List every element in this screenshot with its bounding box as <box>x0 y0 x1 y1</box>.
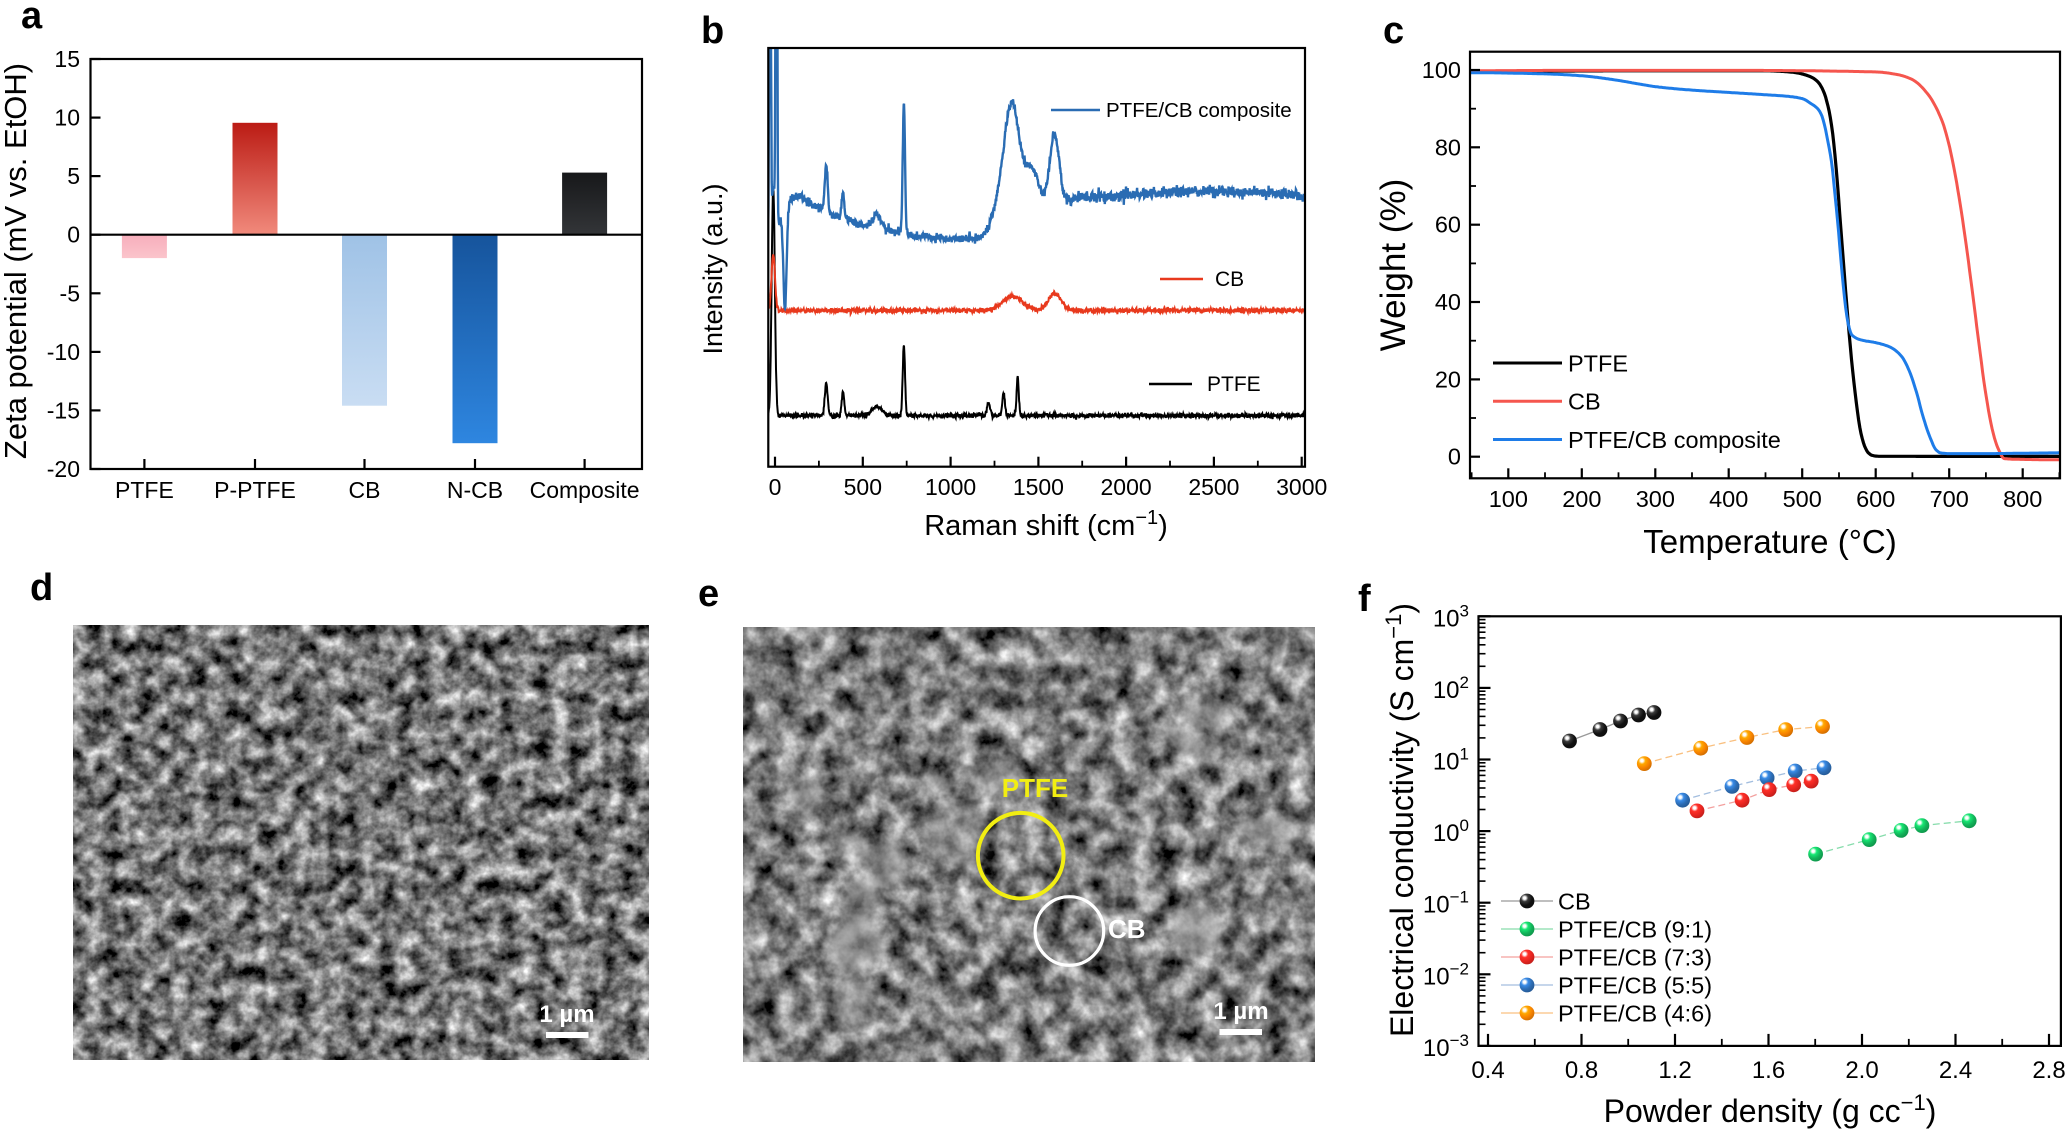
svg-text:500: 500 <box>844 474 882 500</box>
svg-text:700: 700 <box>1930 486 1969 512</box>
svg-text:0: 0 <box>1448 444 1461 470</box>
svg-text:300: 300 <box>1636 486 1675 512</box>
svg-text:1 µm: 1 µm <box>539 1001 594 1028</box>
svg-text:Weight (%): Weight (%) <box>1374 179 1413 351</box>
svg-text:f: f <box>1358 578 1371 620</box>
svg-text:PTFE/CB composite: PTFE/CB composite <box>1106 99 1292 122</box>
svg-text:15: 15 <box>54 46 80 72</box>
svg-text:2.8: 2.8 <box>2032 1057 2065 1084</box>
svg-text:5: 5 <box>67 163 80 189</box>
svg-text:2.0: 2.0 <box>1845 1057 1878 1084</box>
svg-text:10: 10 <box>54 105 80 131</box>
svg-text:Composite: Composite <box>530 477 640 503</box>
svg-text:2000: 2000 <box>1101 474 1152 500</box>
svg-text:PTFE/CB composite: PTFE/CB composite <box>1568 427 1781 453</box>
svg-text:800: 800 <box>2003 486 2042 512</box>
svg-text:c: c <box>1383 10 1404 52</box>
svg-text:-15: -15 <box>47 397 80 423</box>
svg-text:CB: CB <box>1215 268 1244 291</box>
svg-text:1500: 1500 <box>1013 474 1064 500</box>
svg-text:-20: -20 <box>47 456 80 482</box>
svg-text:Powder density (g cc−1): Powder density (g cc−1) <box>1604 1090 1937 1129</box>
svg-text:P-PTFE: P-PTFE <box>214 477 296 503</box>
svg-text:500: 500 <box>1783 486 1822 512</box>
svg-text:40: 40 <box>1435 289 1461 315</box>
svg-text:600: 600 <box>1856 486 1895 512</box>
svg-text:CB: CB <box>1108 914 1146 944</box>
svg-text:CB: CB <box>1558 889 1591 915</box>
svg-text:d: d <box>30 567 53 609</box>
svg-text:1.6: 1.6 <box>1752 1057 1785 1084</box>
svg-text:80: 80 <box>1435 134 1461 160</box>
svg-text:0.8: 0.8 <box>1565 1057 1598 1084</box>
svg-text:20: 20 <box>1435 366 1461 392</box>
svg-text:1000: 1000 <box>925 474 976 500</box>
svg-text:200: 200 <box>1562 486 1601 512</box>
svg-text:CB: CB <box>1568 389 1601 415</box>
svg-text:b: b <box>701 10 724 52</box>
svg-text:PTFE/CB (9:1): PTFE/CB (9:1) <box>1558 917 1712 943</box>
svg-text:PTFE: PTFE <box>1207 373 1261 396</box>
svg-text:PTFE/CB (7:3): PTFE/CB (7:3) <box>1558 945 1712 971</box>
svg-text:60: 60 <box>1435 212 1461 238</box>
svg-text:CB: CB <box>349 477 381 503</box>
svg-text:PTFE/CB (5:5): PTFE/CB (5:5) <box>1558 973 1712 999</box>
svg-text:a: a <box>21 0 43 37</box>
svg-text:Temperature (°C): Temperature (°C) <box>1643 523 1896 560</box>
svg-text:100: 100 <box>1422 57 1461 83</box>
svg-text:2500: 2500 <box>1188 474 1239 500</box>
svg-text:PTFE/CB (4:6): PTFE/CB (4:6) <box>1558 1001 1712 1027</box>
svg-text:-10: -10 <box>47 339 80 365</box>
svg-text:PTFE: PTFE <box>115 477 174 503</box>
svg-text:e: e <box>698 573 719 615</box>
svg-text:Electrical conductivity (S cm−: Electrical conductivity (S cm−1) <box>1381 603 1420 1037</box>
svg-text:Raman shift (cm−1): Raman shift (cm−1) <box>924 507 1168 542</box>
svg-text:2.4: 2.4 <box>1939 1057 1972 1084</box>
svg-text:PTFE: PTFE <box>1568 351 1628 377</box>
svg-text:-5: -5 <box>60 280 80 306</box>
svg-text:0.4: 0.4 <box>1471 1057 1504 1084</box>
svg-text:3000: 3000 <box>1276 474 1327 500</box>
svg-text:1 µm: 1 µm <box>1213 998 1268 1025</box>
svg-text:Zeta potential (mV vs. EtOH): Zeta potential (mV vs. EtOH) <box>0 63 33 459</box>
svg-text:0: 0 <box>67 222 80 248</box>
svg-text:100: 100 <box>1489 486 1528 512</box>
svg-text:Intensity (a.u.): Intensity (a.u.) <box>698 183 728 354</box>
svg-text:0: 0 <box>769 474 782 500</box>
svg-text:400: 400 <box>1709 486 1748 512</box>
svg-text:N-CB: N-CB <box>447 477 503 503</box>
svg-text:1.2: 1.2 <box>1658 1057 1691 1084</box>
svg-text:PTFE: PTFE <box>1002 773 1068 803</box>
